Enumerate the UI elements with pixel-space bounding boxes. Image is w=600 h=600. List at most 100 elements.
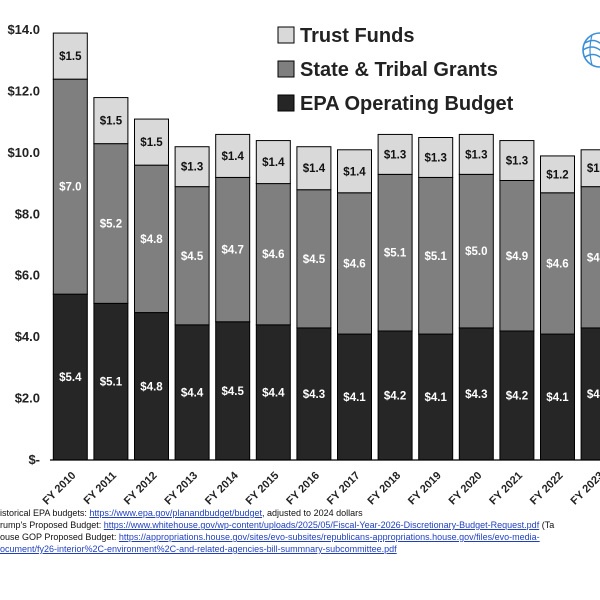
globe-logo-icon <box>582 32 600 68</box>
bar-segment-trust-funds <box>296 146 332 191</box>
bar-segment-state-tribal-grants <box>377 173 413 332</box>
x-tick-label: FY 2023 <box>568 470 600 505</box>
bar-segment-state-tribal-grants <box>174 186 210 326</box>
data-label: $4.1 <box>587 389 600 401</box>
x-tick-label: FY 2013 <box>162 470 200 505</box>
data-label: $7.0 <box>59 182 81 194</box>
bar-segment-trust-funds <box>93 97 129 145</box>
source-link[interactable]: https://www.whitehouse.gov/wp-content/up… <box>103 520 540 530</box>
x-tick-label: FY 2021 <box>487 470 525 505</box>
data-label: $4.1 <box>546 392 569 404</box>
bar-segment-trust-funds <box>499 140 535 181</box>
source-prefix: istorical EPA budgets: <box>0 508 90 518</box>
bar-segment-epa-operating <box>255 324 291 461</box>
data-label: $4.2 <box>384 391 406 403</box>
x-axis: FY 2010 FY 2011 FY 2012 FY 2013 FY 2014 FY 20… <box>41 459 600 505</box>
data-label: $4.3 <box>465 389 487 401</box>
legend-label: State & Tribal Grants <box>300 59 498 81</box>
data-label: $1.4 <box>343 166 366 178</box>
data-label: $4.5 <box>222 386 245 398</box>
bar-segment-state-tribal-grants <box>418 176 454 335</box>
x-tick-label: FY 2016 <box>284 470 322 505</box>
data-label: $5.0 <box>465 246 487 258</box>
legend-swatch-trust-funds <box>277 26 295 44</box>
data-label: $1.3 <box>384 149 406 161</box>
y-tick-label: $6.0 <box>15 268 40 283</box>
x-tick-label: FY 2018 <box>365 470 403 505</box>
bar-segment-trust-funds <box>580 149 600 188</box>
bar-segment-state-tribal-grants <box>52 78 88 295</box>
bar-segment-epa-operating <box>134 312 169 461</box>
bar-segment-trust-funds <box>52 32 88 80</box>
data-label: $4.6 <box>546 258 568 270</box>
source-line-historical: istorical EPA budgets: https://www.epa.g… <box>0 507 600 519</box>
bar-segment-trust-funds <box>458 133 494 175</box>
data-label: $4.1 <box>343 392 366 404</box>
y-tick-label: $8.0 <box>15 206 40 221</box>
data-label: $1.3 <box>181 162 203 174</box>
x-tick-label: FY 2019 <box>406 470 444 505</box>
bar-segment-state-tribal-grants <box>93 143 129 304</box>
legend-swatch-state-tribal-grants <box>277 60 295 78</box>
data-label: $1.5 <box>59 51 82 63</box>
bar-series: $5.4 $7.0 $1.5 $5.1 $5.2 $1.5 $4.8 $4.8 $1.5 $4.4… <box>52 32 600 461</box>
bar-segment-epa-operating <box>418 333 454 461</box>
data-label: $4.8 <box>140 381 163 393</box>
data-label: $4.9 <box>506 251 528 263</box>
source-link[interactable]: https://appropriations.house.gov/sites/e… <box>118 532 540 542</box>
bar-segment-epa-operating <box>337 333 372 461</box>
y-axis: $- $2.0 $4.0 $6.0 $8.0 $10.0 $12.0 $14.0 <box>7 22 40 467</box>
data-label: $4.4 <box>181 387 204 399</box>
bar-segment-trust-funds <box>377 133 413 175</box>
bar-segment-epa-operating <box>215 321 251 461</box>
data-label: $4.1 <box>425 392 448 404</box>
source-link[interactable]: https://www.epa.gov/planandbudget/budget <box>89 508 263 518</box>
data-label: $1.5 <box>100 116 123 128</box>
data-label: $1.3 <box>465 149 487 161</box>
bar-segment-state-tribal-grants <box>499 180 535 332</box>
bar-segment-state-tribal-grants <box>215 176 251 323</box>
bar-segment-trust-funds <box>540 155 575 194</box>
y-tick-label: $4.0 <box>15 329 40 344</box>
y-tick-label: $12.0 <box>7 83 40 98</box>
x-tick-label: FY 2014 <box>203 469 241 505</box>
data-label: $1.2 <box>587 163 600 175</box>
data-label: $1.3 <box>425 152 447 164</box>
data-label: $4.7 <box>222 245 244 257</box>
bar-segment-epa-operating <box>174 324 210 461</box>
data-label: $5.1 <box>100 377 123 389</box>
x-tick-label: FY 2022 <box>528 470 566 505</box>
data-label: $5.1 <box>425 251 448 263</box>
bar-segment-epa-operating <box>52 293 88 461</box>
data-label: $4.6 <box>343 258 365 270</box>
x-tick-label: FY 2012 <box>122 470 160 505</box>
legend-label: EPA Operating Budget <box>300 93 514 115</box>
data-label: $1.4 <box>262 157 285 169</box>
x-tick-label: FY 2020 <box>447 470 485 505</box>
data-label: $4.8 <box>140 234 163 246</box>
data-label: $4.2 <box>506 391 528 403</box>
bar-segment-trust-funds <box>255 140 291 185</box>
source-link[interactable]: ocument/fy26-interior%2C-environment%2C-… <box>0 544 397 554</box>
bar-segment-state-tribal-grants <box>255 183 291 326</box>
data-label: $5.4 <box>59 372 82 384</box>
data-label: $4.6 <box>587 252 600 264</box>
data-label: $1.4 <box>222 151 245 163</box>
data-label: $5.1 <box>384 248 407 260</box>
bar-segment-state-tribal-grants <box>337 192 372 335</box>
y-tick-label: $14.0 <box>7 22 40 37</box>
data-label: $5.2 <box>100 219 122 231</box>
source-line-trump: rump's Proposed Budget: https://www.whit… <box>0 519 600 531</box>
x-tick-label: FY 2015 <box>244 470 282 505</box>
bar-segment-trust-funds <box>174 146 210 188</box>
bar-segment-epa-operating <box>540 333 575 461</box>
sources-footnote: istorical EPA budgets: https://www.epa.g… <box>0 507 600 600</box>
data-label: $1.4 <box>303 163 326 175</box>
y-tick-label: $- <box>28 452 40 467</box>
data-label: $1.3 <box>506 156 528 168</box>
y-tick-label: $10.0 <box>7 145 40 160</box>
epa-budget-chart: $- $2.0 $4.0 $6.0 $8.0 $10.0 $12.0 $14.0 $5.4 $7… <box>7 22 600 505</box>
source-suffix: , adjusted to 2024 dollars <box>262 508 363 518</box>
data-label: $4.3 <box>303 389 325 401</box>
x-tick-label: FY 2017 <box>325 470 363 505</box>
